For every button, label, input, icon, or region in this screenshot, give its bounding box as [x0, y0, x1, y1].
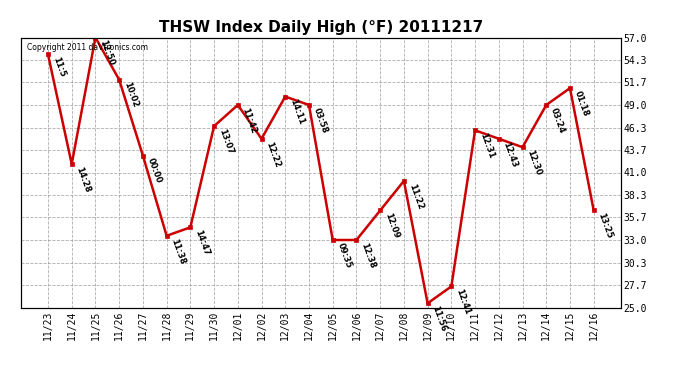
Text: 11:22: 11:22	[406, 182, 424, 211]
Text: 03:58: 03:58	[312, 106, 329, 134]
Text: 11:38: 11:38	[170, 237, 187, 265]
Text: 12:38: 12:38	[359, 242, 377, 270]
Text: 14:47: 14:47	[193, 229, 210, 257]
Text: 14:28: 14:28	[75, 165, 92, 194]
Text: 12:50: 12:50	[98, 39, 116, 67]
Text: 14:11: 14:11	[288, 98, 306, 126]
Text: 12:43: 12:43	[502, 140, 519, 168]
Text: 03:24: 03:24	[549, 106, 566, 135]
Text: 12:30: 12:30	[525, 148, 543, 177]
Text: 11:5: 11:5	[51, 56, 66, 79]
Text: 10:02: 10:02	[122, 81, 139, 109]
Text: 12:41: 12:41	[454, 288, 472, 316]
Text: 12:09: 12:09	[383, 212, 400, 240]
Text: 13:07: 13:07	[217, 128, 235, 156]
Text: 11:42: 11:42	[241, 106, 258, 135]
Text: 12:22: 12:22	[264, 140, 282, 168]
Text: 09:35: 09:35	[335, 242, 353, 269]
Text: 00:00: 00:00	[146, 157, 163, 185]
Text: 01:18: 01:18	[573, 90, 591, 118]
Text: 13:25: 13:25	[596, 212, 614, 240]
Title: THSW Index Daily High (°F) 20111217: THSW Index Daily High (°F) 20111217	[159, 20, 483, 35]
Text: 11:56: 11:56	[431, 304, 448, 333]
Text: Copyright 2011 daVtronics.com: Copyright 2011 daVtronics.com	[27, 43, 148, 52]
Text: 12:31: 12:31	[478, 132, 495, 160]
